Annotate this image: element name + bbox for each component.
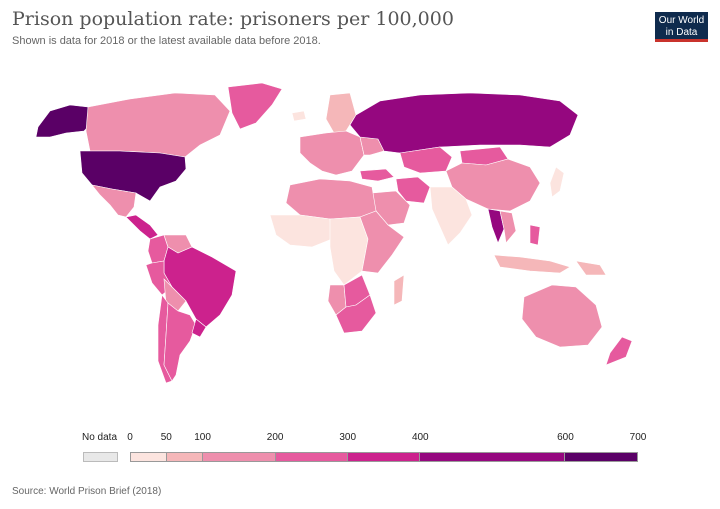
region-southeast-asia[interactable] [499,210,517,244]
legend-bin-300-400[interactable] [347,453,421,461]
logo-line-1: Our World [658,15,705,26]
legend-bin-400-600[interactable] [420,453,565,461]
world-map[interactable] [0,75,720,415]
legend-bin-100-200[interactable] [203,453,276,461]
chart-subtitle: Shown is data for 2018 or the latest ava… [12,35,321,47]
region-iceland[interactable] [291,110,307,122]
legend-tick-label: 600 [557,432,574,443]
region-japan[interactable] [549,166,565,198]
legend-tick-label: 50 [160,432,172,443]
region-greenland[interactable] [227,82,283,130]
region-philippines[interactable] [529,224,541,246]
legend-bin-200-300[interactable] [275,453,348,461]
region-central-america[interactable] [125,214,159,240]
region-central-africa[interactable] [329,216,369,286]
legend-color-scale[interactable] [130,452,638,462]
region-thailand[interactable] [487,208,505,244]
owid-logo[interactable]: Our World in Data [655,12,708,42]
region-australia[interactable] [521,284,603,348]
chart-title: Prison population rate: prisoners per 10… [12,8,454,30]
region-west-africa[interactable] [269,214,333,248]
region-alaska[interactable] [35,104,93,138]
region-iran[interactable] [395,176,431,204]
region-turkey[interactable] [359,168,395,182]
region-uruguay[interactable] [191,318,207,338]
legend-tick-label: 100 [194,432,211,443]
legend-tick-label: 700 [629,432,647,443]
legend-tick-label: 300 [339,432,357,443]
legend-bin-600-700[interactable] [564,453,637,461]
legend-bin-0-50[interactable] [131,453,168,461]
logo-line-2: in Data [665,27,698,38]
region-south-africa[interactable] [335,294,377,334]
region-new-zealand[interactable] [605,336,633,366]
legend-no-data-label: No data [82,432,118,443]
legend-bin-50-100[interactable] [167,453,204,461]
source-note: Source: World Prison Brief (2018) [12,486,162,497]
region-north-africa[interactable] [285,178,377,220]
region-india[interactable] [429,186,473,246]
legend-tick-label: 400 [411,432,429,443]
legend-tick-label: 0 [127,432,133,443]
legend-tick-label: 200 [266,432,284,443]
region-papua-new-guinea[interactable] [575,260,607,276]
region-canada[interactable] [85,92,231,158]
region-bolivia[interactable] [163,278,187,312]
region-east-africa[interactable] [359,210,405,274]
region-indonesia[interactable] [493,254,571,274]
region-argentina[interactable] [163,302,197,382]
region-madagascar[interactable] [393,274,405,306]
region-europe[interactable] [299,130,365,176]
legend-no-data-swatch [83,452,118,462]
region-russia[interactable] [349,92,579,154]
